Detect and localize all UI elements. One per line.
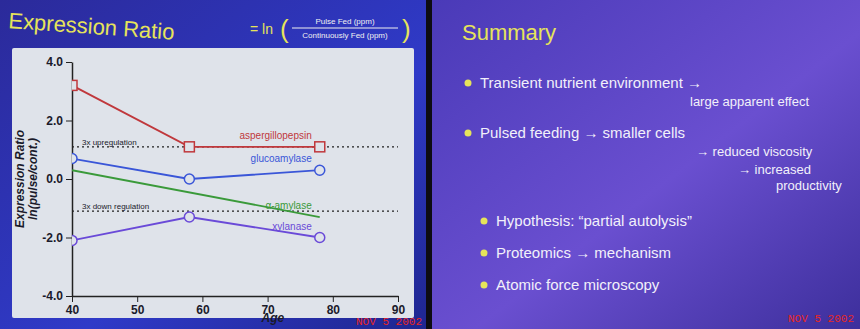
reference-label: 3x upregulation <box>82 138 137 147</box>
formula-denominator: Continuously Fed (ppm) <box>302 31 388 40</box>
series-label: glucoamylase <box>251 153 313 164</box>
x-tick-mark <box>137 296 138 302</box>
bullet-text: productivity <box>776 178 842 193</box>
series-line <box>72 217 320 240</box>
marker <box>184 212 194 222</box>
formula-paren: ( <box>280 14 289 44</box>
y-tick-label: 0.0 <box>46 172 63 186</box>
x-tick-label: 80 <box>327 303 341 317</box>
y-tick-label: -4.0 <box>42 289 63 303</box>
marker <box>315 142 325 152</box>
y-axis-title: Expression Ratio <box>13 130 27 228</box>
marker <box>184 174 194 184</box>
y-tick-mark <box>66 179 72 180</box>
reference-label: 3x down regulation <box>82 202 149 211</box>
x-axis-title: Age <box>261 311 285 325</box>
x-tick: 60 <box>196 296 210 317</box>
y-tick: 4.0 <box>46 55 72 69</box>
date-stamp: NOV 5 2002 <box>788 313 854 325</box>
x-tick: 50 <box>131 296 145 317</box>
x-tick-label: 50 <box>131 303 145 317</box>
x-tick: 40 <box>66 296 80 317</box>
marker <box>72 80 77 90</box>
y-tick: 0.0 <box>46 172 72 186</box>
date-stamp: NOV 5 2002 <box>356 316 422 328</box>
bullet-text: → increased <box>738 162 811 177</box>
marker <box>315 233 325 243</box>
formula-bar <box>292 28 398 29</box>
right-slide <box>432 0 860 329</box>
y-axis: -4.0 -2.0 0.0 2.0 4.0 <box>42 55 72 303</box>
summary-title: Summary <box>462 20 556 45</box>
y-tick-mark <box>66 296 72 297</box>
plot-area <box>72 80 398 245</box>
bullet-text: Pulsed feeding → smaller cells <box>480 124 685 141</box>
sub-bullet-text: Atomic force microscopy <box>496 276 660 293</box>
bullet-dot <box>481 218 488 225</box>
x-tick-mark <box>398 296 399 302</box>
bullet-text: → reduced viscosity <box>696 144 813 159</box>
series-line <box>72 85 320 146</box>
marker <box>72 235 77 245</box>
sub-bullet-text: Hypothesis: “partial autolysis” <box>496 212 692 229</box>
chart-title: Expression Ratio <box>8 8 176 45</box>
y-tick-mark <box>66 121 72 122</box>
x-tick-mark <box>333 296 334 302</box>
y-tick-label: 2.0 <box>46 114 63 128</box>
bullet-dot <box>465 130 472 137</box>
x-tick: 80 <box>327 296 341 317</box>
bullet-dot <box>481 282 488 289</box>
x-tick: 90 <box>392 296 406 317</box>
x-tick-mark <box>202 296 203 302</box>
x-axis-line <box>73 296 399 298</box>
bullet-dot <box>481 250 488 257</box>
y-tick-label: -2.0 <box>42 231 63 245</box>
bullet-text: large apparent effect <box>690 94 809 109</box>
marker <box>72 154 77 164</box>
y-tick-mark <box>66 62 72 63</box>
series-label: aspergillopepsin <box>239 130 311 141</box>
marker <box>184 142 194 152</box>
x-tick-label: 60 <box>196 303 210 317</box>
marker <box>315 165 325 175</box>
y-tick: -2.0 <box>42 231 72 245</box>
y-tick: 2.0 <box>46 114 72 128</box>
series-label: xylanase <box>272 221 312 232</box>
y-tick-label: 4.0 <box>46 55 63 69</box>
y-axis-title: ln(pulse/cont.) <box>26 138 40 220</box>
x-axis: 405060708090 <box>66 296 406 317</box>
x-tick-label: 40 <box>66 303 80 317</box>
formula-paren: ) <box>402 14 411 44</box>
formula-lead: = ln <box>250 21 273 37</box>
y-tick-mark <box>66 238 72 239</box>
y-tick: -4.0 <box>42 289 72 303</box>
series-label: α-amylase <box>265 200 312 211</box>
bullet-text: Transient nutrient environment → <box>480 74 702 91</box>
x-tick-mark <box>268 296 269 302</box>
sub-bullet-text: Proteomics → mechanism <box>496 244 671 261</box>
x-tick-mark <box>72 296 73 302</box>
photo: Expression Ratio = ln ( Pulse Fed (ppm) Cont… <box>0 0 860 329</box>
formula-numerator: Pulse Fed (ppm) <box>315 17 374 26</box>
plot-box <box>12 48 414 318</box>
bullet-dot <box>465 80 472 87</box>
left-slide <box>0 0 426 329</box>
series-line <box>72 170 320 217</box>
x-tick-label: 90 <box>392 303 406 317</box>
